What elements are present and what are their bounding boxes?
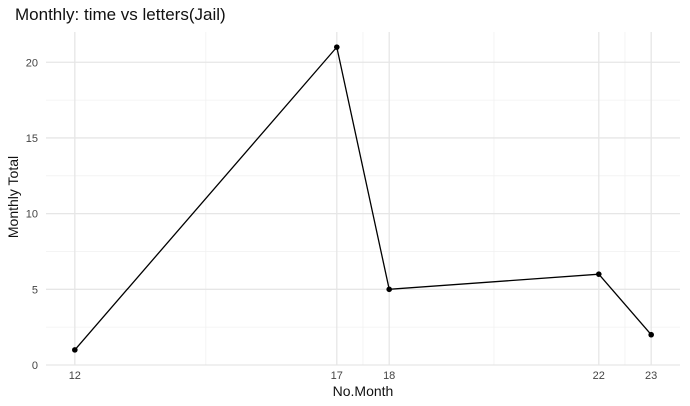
x-tick-label: 18: [383, 370, 395, 382]
chart-title: Monthly: time vs letters(Jail): [15, 5, 226, 24]
data-point: [595, 271, 602, 277]
y-tick-label: 10: [26, 209, 38, 221]
y-axis-title: Monthly Total: [5, 156, 21, 238]
data-point: [334, 44, 340, 50]
y-tick-label: 15: [26, 133, 38, 145]
x-tick-label: 23: [645, 370, 657, 382]
data-point: [72, 347, 78, 353]
axes: 0 5 10 15 20 12 17 18 22 23: [26, 57, 658, 382]
x-tick-label: 12: [69, 370, 81, 382]
data-point: [648, 331, 654, 338]
y-tick-label: 5: [32, 284, 38, 296]
data-point: [386, 286, 392, 293]
x-tick-label: 22: [593, 370, 605, 382]
data-points: [72, 44, 654, 353]
y-tick-label: 0: [32, 360, 38, 372]
grid: [46, 32, 680, 366]
y-tick-label: 20: [26, 57, 38, 69]
x-axis-title: No.Month: [333, 383, 394, 399]
x-tick-label: 17: [331, 370, 343, 382]
